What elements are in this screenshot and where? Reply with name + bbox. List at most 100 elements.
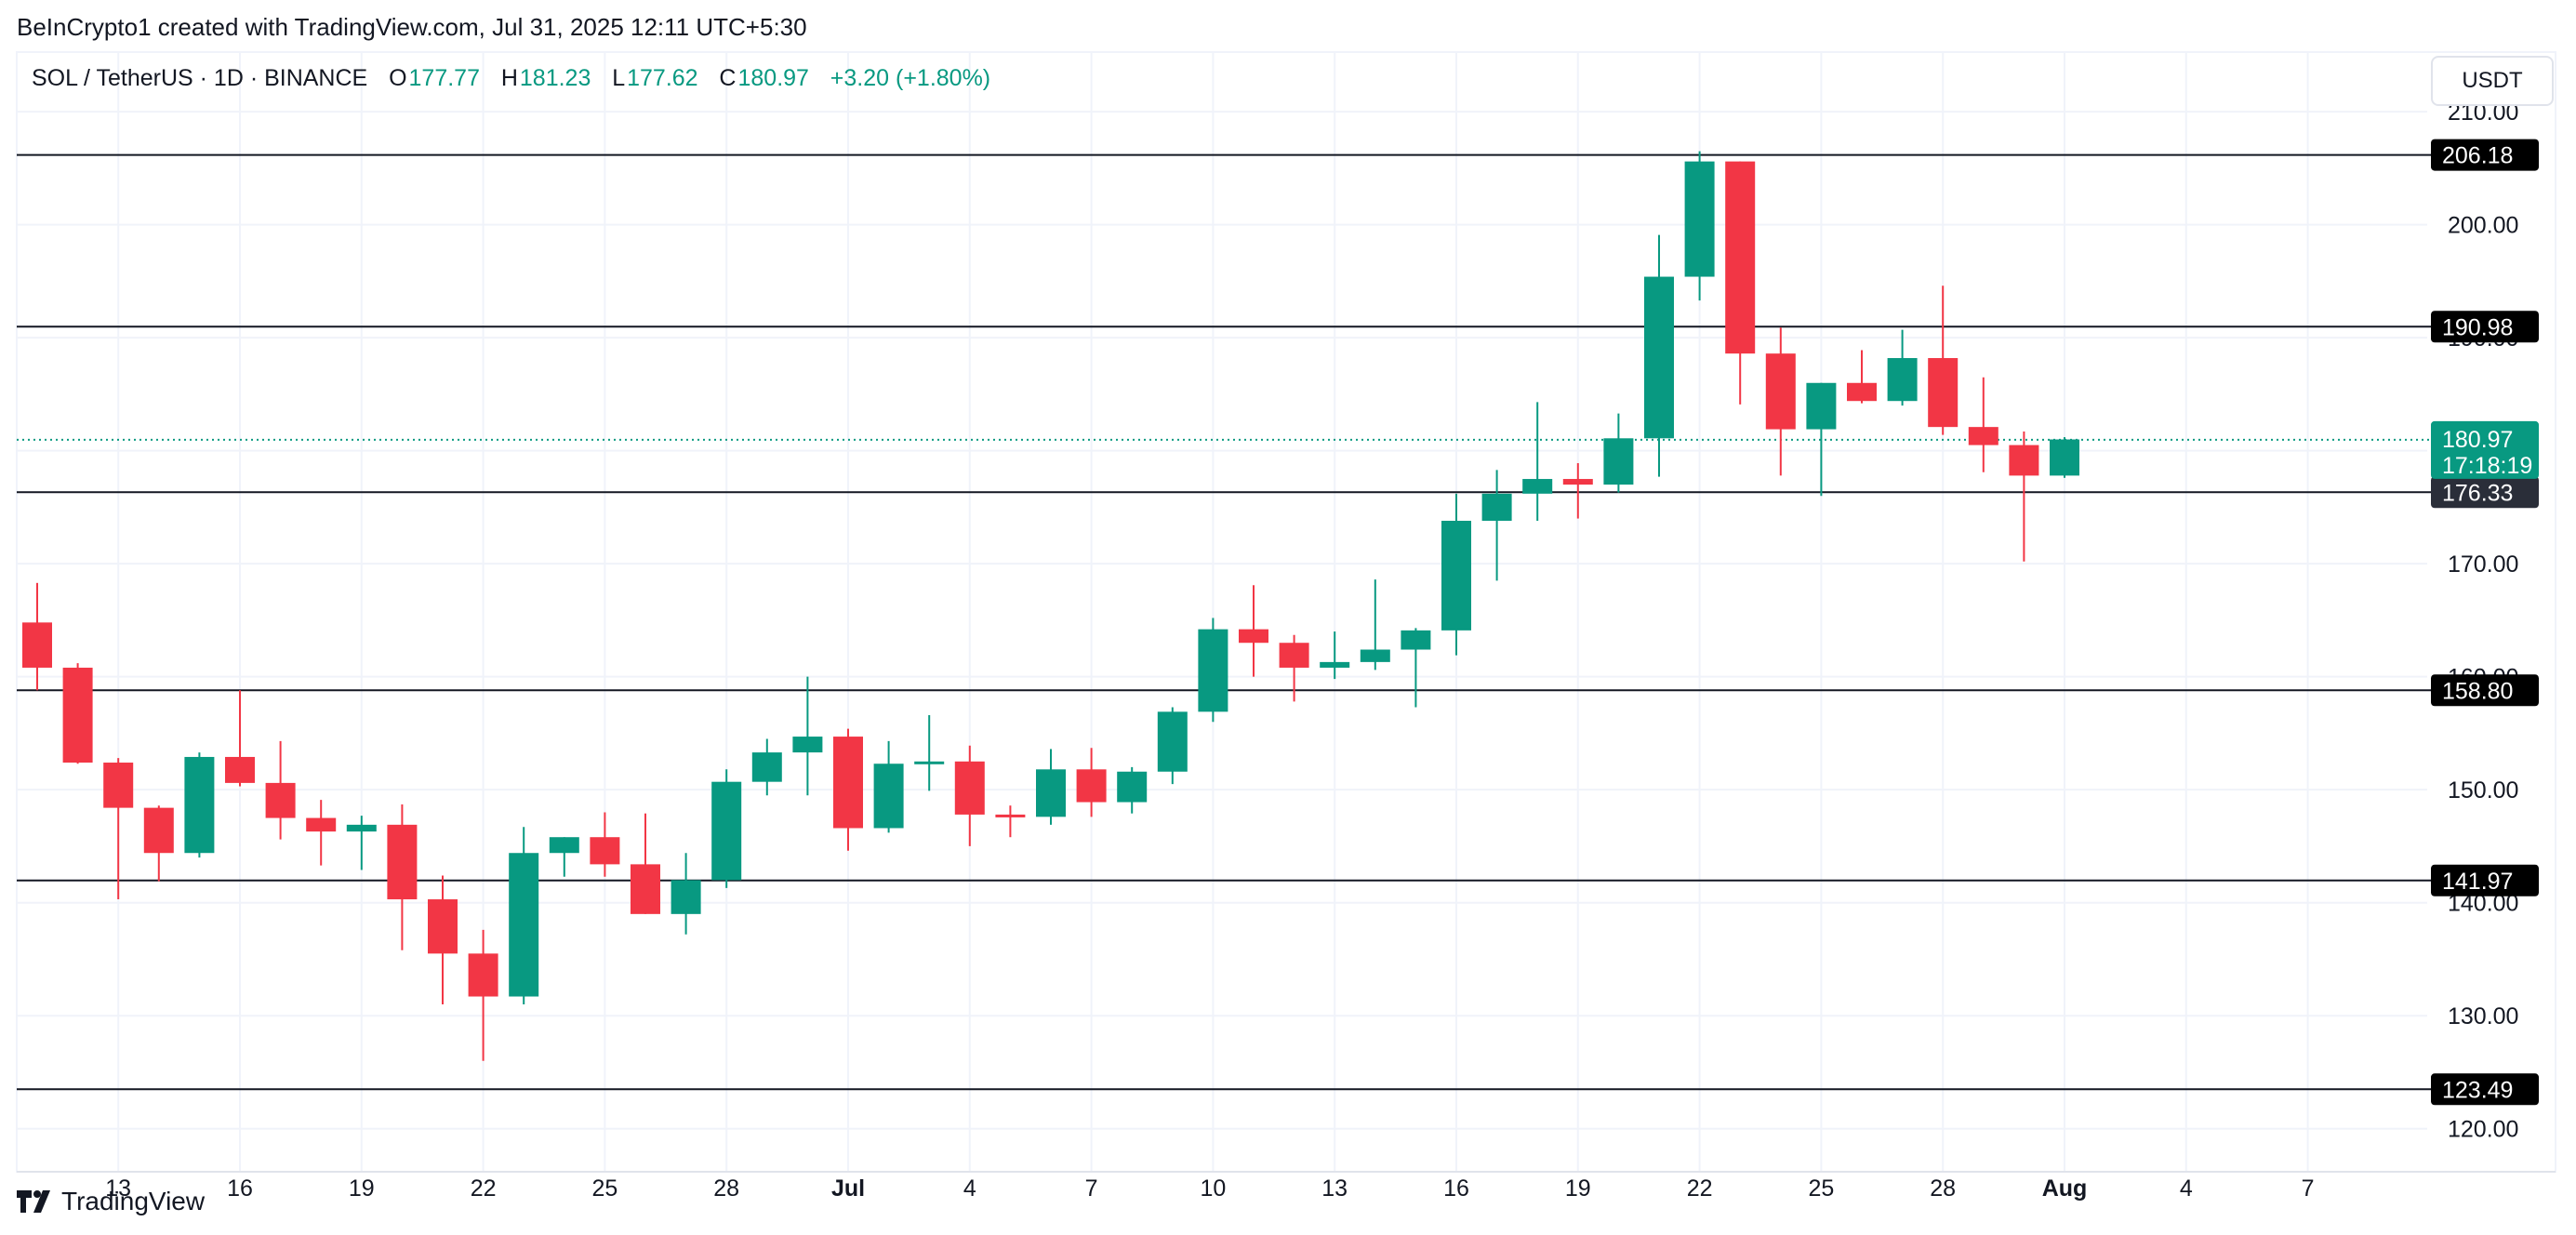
candle[interactable] xyxy=(265,740,296,840)
candle-body xyxy=(1887,358,1918,402)
candle[interactable] xyxy=(1684,151,1715,301)
candle[interactable] xyxy=(509,827,539,1005)
y-tick-label: 130.00 xyxy=(2448,1003,2518,1029)
candle[interactable] xyxy=(671,853,701,935)
level-price-tag: 141.97 xyxy=(2431,864,2539,896)
candle-body xyxy=(2009,445,2039,476)
currency-button[interactable]: USDT xyxy=(2431,56,2554,106)
candle-body xyxy=(1117,771,1148,803)
tradingview-logo[interactable]: TradingView xyxy=(17,1187,205,1216)
x-tick-label: 10 xyxy=(1200,1175,1226,1202)
candle[interactable] xyxy=(1239,585,1268,677)
candle[interactable] xyxy=(1725,161,1756,405)
y-tick-label: 120.00 xyxy=(2448,1117,2518,1143)
candle-body xyxy=(509,853,539,997)
candle[interactable] xyxy=(1968,377,1998,472)
candle[interactable] xyxy=(1320,631,1350,680)
x-tick-label: 22 xyxy=(471,1175,497,1202)
candle[interactable] xyxy=(1847,350,1877,404)
candle[interactable] xyxy=(954,745,985,846)
candle[interactable] xyxy=(549,837,579,877)
candle[interactable] xyxy=(1117,766,1148,814)
candle-body xyxy=(1441,521,1471,631)
symbol-title[interactable]: SOL / TetherUS · 1D · BINANCE xyxy=(32,65,368,91)
x-tick-label: 28 xyxy=(1930,1175,1956,1202)
candle[interactable] xyxy=(468,929,498,1061)
candle[interactable] xyxy=(306,800,337,866)
candle[interactable] xyxy=(1076,748,1107,817)
x-tick-label: 25 xyxy=(591,1175,617,1202)
close-value: 180.97 xyxy=(737,65,809,91)
candle[interactable] xyxy=(631,813,660,914)
candle[interactable] xyxy=(387,803,418,950)
open-label: O xyxy=(389,65,407,91)
candle[interactable] xyxy=(1401,628,1431,708)
candle[interactable] xyxy=(1644,234,1674,477)
brand-name: TradingView xyxy=(61,1187,206,1215)
price-tags: 206.18 190.98 176.33 158.80 141.97 123.49 180.… xyxy=(2431,139,2539,1106)
candle-body xyxy=(1928,358,1959,428)
candle[interactable] xyxy=(225,690,255,787)
candle[interactable] xyxy=(1157,707,1188,785)
candle[interactable] xyxy=(1603,413,1634,493)
symbol-legend: SOL / TetherUS · 1D · BINANCE O177.77 H 1… xyxy=(32,65,992,92)
candle[interactable] xyxy=(995,805,1026,838)
candle[interactable] xyxy=(428,875,458,1005)
candle[interactable] xyxy=(1481,470,1512,581)
candle[interactable] xyxy=(914,714,945,791)
candle[interactable] xyxy=(1806,382,1837,497)
x-tick-label: 22 xyxy=(1687,1175,1713,1202)
high-label: H xyxy=(500,65,518,91)
candle[interactable] xyxy=(1360,579,1390,671)
candle-body xyxy=(184,756,215,854)
level-tag-label: 190.98 xyxy=(2442,314,2513,340)
candle-body xyxy=(590,837,620,865)
level-tag-bg xyxy=(2431,311,2539,343)
candle[interactable] xyxy=(1198,618,1228,723)
low-label: L xyxy=(612,65,626,91)
candle-body xyxy=(468,953,498,997)
candle[interactable] xyxy=(1928,286,1959,435)
candle[interactable] xyxy=(62,663,93,764)
candle[interactable] xyxy=(590,812,620,877)
candle-body xyxy=(1522,479,1553,494)
x-tick-label: 28 xyxy=(713,1175,739,1202)
candle[interactable] xyxy=(873,740,904,833)
level-tag-bg xyxy=(2431,864,2539,896)
candle[interactable] xyxy=(1562,463,1593,519)
candle[interactable] xyxy=(751,738,782,796)
candle[interactable] xyxy=(184,752,215,858)
x-tick-label: 16 xyxy=(227,1175,253,1202)
candle[interactable] xyxy=(1887,329,1918,406)
y-tick-label: 200.00 xyxy=(2448,213,2518,239)
candle[interactable] xyxy=(22,582,52,691)
candle[interactable] xyxy=(833,728,863,851)
candle-body xyxy=(833,737,863,829)
candle[interactable] xyxy=(103,758,134,900)
candle[interactable] xyxy=(711,769,742,888)
candle[interactable] xyxy=(143,805,174,882)
candle-body xyxy=(671,880,701,914)
level-tag-label: 158.80 xyxy=(2442,678,2513,704)
candle[interactable] xyxy=(1765,327,1796,476)
candle[interactable] xyxy=(792,676,823,796)
countdown-label: 17:18:19 xyxy=(2442,453,2532,479)
candle-body xyxy=(873,764,904,829)
candle-body xyxy=(1076,769,1107,803)
x-tick-label: 19 xyxy=(1565,1175,1591,1202)
candle[interactable] xyxy=(1279,634,1309,702)
x-tick-label: 16 xyxy=(1443,1175,1469,1202)
candle[interactable] xyxy=(1522,402,1553,521)
candle[interactable] xyxy=(1441,493,1471,656)
candle[interactable] xyxy=(2009,432,2039,562)
level-tag-label: 206.18 xyxy=(2442,143,2513,169)
candle[interactable] xyxy=(2050,437,2079,478)
open-value: 177.77 xyxy=(408,65,480,91)
candle-body xyxy=(306,817,337,832)
candle-body xyxy=(1684,161,1715,277)
candle[interactable] xyxy=(1036,749,1066,825)
level-tag-label: 141.97 xyxy=(2442,869,2513,895)
x-tick-label: 7 xyxy=(2302,1175,2315,1202)
candle[interactable] xyxy=(346,816,377,870)
